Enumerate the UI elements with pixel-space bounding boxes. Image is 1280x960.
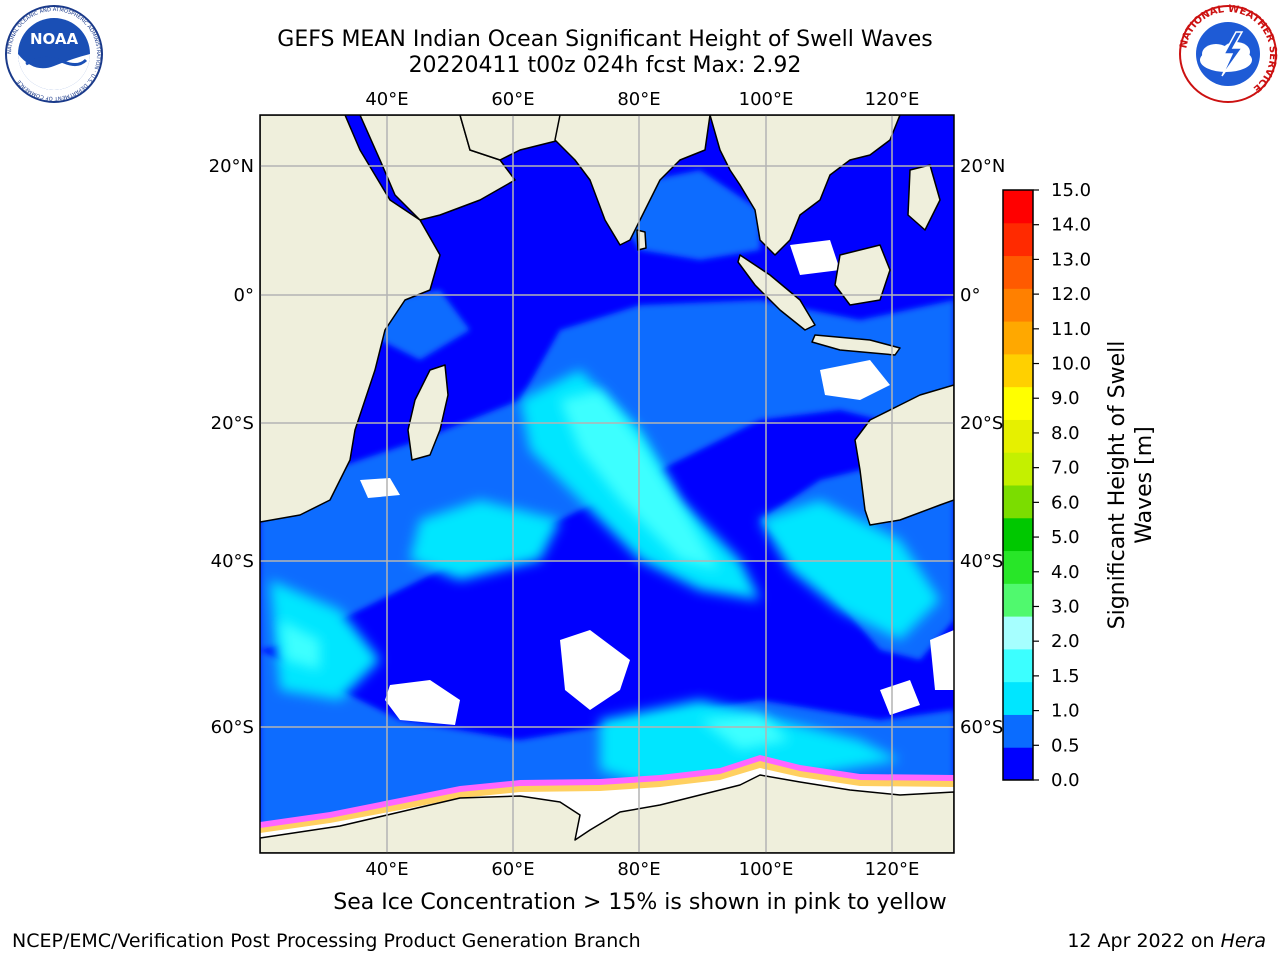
colorbar-tick-label: 0.5	[1051, 735, 1080, 756]
colorbar-segment	[1003, 190, 1033, 224]
colorbar-segment	[1003, 353, 1033, 388]
land-java	[811, 334, 901, 356]
land-sumatra	[737, 254, 816, 331]
lat-label: 60°S	[211, 717, 254, 738]
white-patches	[360, 240, 954, 725]
colorbar-tick-label: 15.0	[1051, 180, 1091, 201]
colorbar-tick-label: 9.0	[1051, 388, 1080, 409]
chart-title: GEFS MEAN Indian Ocean Significant Heigh…	[277, 27, 933, 52]
colorbar-segment	[1003, 386, 1033, 420]
lon-label: 60°E	[491, 89, 534, 110]
colorbar-tick-label: 1.0	[1051, 701, 1080, 722]
lat-labels-right: 20°N 0° 20°S 40°S 60°S	[960, 156, 1005, 738]
land-se-asia	[709, 115, 901, 256]
colorbar-title-units: Waves [m]	[1132, 426, 1157, 543]
land-madagascar	[407, 364, 449, 461]
lon-label: 60°E	[491, 859, 534, 880]
lon-labels-top: 40°E 60°E 80°E 100°E 120°E	[365, 89, 919, 110]
lat-labels-left: 20°N 0° 20°S 40°S 60°S	[209, 156, 254, 738]
colorbar-tick-label: 3.0	[1051, 596, 1080, 617]
colorbar-segment	[1003, 747, 1033, 781]
gridlines	[260, 115, 954, 853]
lat-label: 20°S	[211, 413, 254, 434]
colorbar-segment	[1003, 517, 1033, 552]
colorbar-frame	[1002, 189, 1034, 781]
sea-ice-note: Sea Ice Concentration > 15% is shown in …	[333, 890, 947, 915]
land-india	[554, 115, 711, 246]
colorbar-tick-label: 2.0	[1051, 631, 1080, 652]
colorbar-segment	[1003, 616, 1033, 650]
lat-label: 40°S	[211, 551, 254, 572]
colorbar-segment	[1003, 452, 1033, 486]
lon-label: 80°E	[617, 859, 660, 880]
lat-label: 0°	[234, 285, 254, 306]
land	[260, 115, 954, 853]
lat-label: 20°N	[209, 156, 254, 177]
lat-label: 0°	[960, 285, 980, 306]
colorbar-segment	[1003, 255, 1033, 289]
colorbar: 0.0 0.5 1.0 1.5 2.0 3.0 4.0 5.0 6.0 7.0 8.0 9.0 10.0…	[1002, 180, 1091, 791]
colorbar-tick-label: 8.0	[1051, 423, 1080, 444]
colorbar-tick-label: 5.0	[1051, 527, 1080, 548]
lon-label: 40°E	[365, 859, 408, 880]
lon-labels-bottom: 40°E 60°E 80°E 100°E 120°E	[365, 859, 919, 880]
land-antarctica	[260, 774, 954, 853]
colorbar-segment	[1003, 321, 1033, 355]
colorbar-segment	[1003, 485, 1033, 519]
colorbar-tick-label: 4.0	[1051, 562, 1080, 583]
colorbar-segment	[1003, 288, 1033, 322]
lon-label: 120°E	[865, 89, 920, 110]
swell-band-1p5-2m	[280, 390, 790, 750]
colorbar-segment	[1003, 222, 1033, 257]
lat-label: 60°S	[960, 717, 1003, 738]
colorbar-tick-label: 7.0	[1051, 458, 1080, 479]
noaa-logo: NOAA NATIONAL OCEANIC AND ATMOSPHERIC AD…	[5, 5, 103, 103]
colorbar-tick-label: 14.0	[1051, 215, 1091, 236]
land-persia	[459, 115, 561, 161]
land-australia	[854, 384, 954, 526]
colorbar-segment	[1003, 648, 1033, 683]
colorbar-segment	[1003, 419, 1033, 453]
colorbar-segment	[1003, 714, 1033, 748]
colorbar-tick-label: 13.0	[1051, 249, 1091, 270]
map-frame	[259, 114, 955, 854]
colorbar-segment	[1003, 681, 1033, 715]
colorbar-tick-label: 1.5	[1051, 666, 1080, 687]
lon-label: 120°E	[865, 859, 920, 880]
lon-label: 100°E	[739, 859, 794, 880]
colorbar-tick-label: 10.0	[1051, 354, 1091, 375]
nws-logo: NATIONAL WEATHER SERVICE	[1178, 4, 1278, 103]
colorbar-tick-label: 6.0	[1051, 492, 1080, 513]
land-africa	[260, 115, 441, 523]
footer-date-text: 12 Apr 2022 on	[1067, 930, 1221, 952]
lat-label: 40°S	[960, 551, 1003, 572]
lon-label: 40°E	[365, 89, 408, 110]
colorbar-segment	[1003, 583, 1033, 617]
colorbar-title: Significant Height of Swell	[1105, 341, 1130, 630]
lon-label: 80°E	[617, 89, 660, 110]
colorbar-tick-label: 11.0	[1051, 319, 1091, 340]
land-borneo	[834, 244, 891, 306]
lat-label: 20°N	[960, 156, 1005, 177]
lat-label: 20°S	[960, 413, 1003, 434]
colorbar-tick-label: 0.0	[1051, 770, 1080, 791]
colorbar-tick-label: 12.0	[1051, 284, 1091, 305]
colorbar-segment	[1003, 550, 1033, 584]
footer-host: Hera	[1220, 930, 1266, 952]
noaa-logo-text: NOAA	[30, 30, 79, 48]
footer-date: 12 Apr 2022 on Hera	[1067, 930, 1266, 952]
lon-label: 100°E	[739, 89, 794, 110]
map-plot-area	[260, 115, 954, 853]
chart-subtitle: 20220411 t00z 024h fcst Max: 2.92	[408, 53, 802, 78]
footer-credit: NCEP/EMC/Verification Post Processing Pr…	[12, 930, 641, 952]
